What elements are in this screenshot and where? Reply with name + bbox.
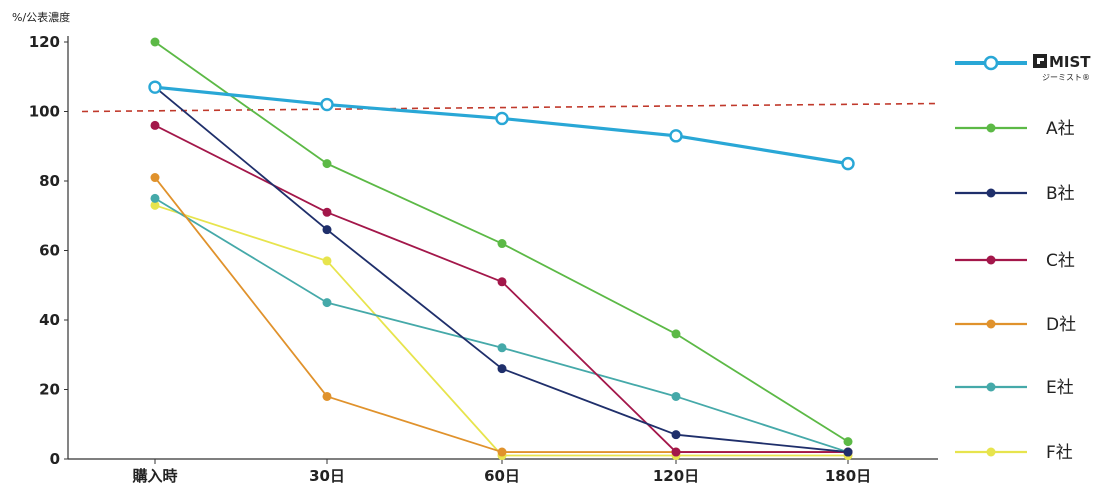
x-tick-label: 購入時: [131, 467, 177, 485]
data-point: [671, 329, 681, 339]
legend: MIST ジーミスト® A社 B社 C社 D社 E社 F社: [955, 53, 1091, 463]
data-point: [843, 447, 853, 457]
series-E社: [150, 193, 853, 457]
legend-item: B社: [955, 184, 1075, 204]
axes: 0 20 40 60 80 100 120 購入時 30日 60日 120日 180日: [29, 33, 938, 485]
legend-swatch-marker: [986, 188, 996, 198]
series-B社: [150, 82, 853, 457]
brand-sub-text: ジーミスト®: [1042, 73, 1090, 82]
y-tick-label: 60: [39, 242, 60, 260]
series-brand: [148, 80, 855, 171]
data-point: [322, 256, 332, 266]
legend-swatch-marker: [986, 319, 996, 329]
x-tick-label: 60日: [484, 467, 520, 485]
data-point: [671, 430, 681, 440]
data-point: [671, 447, 681, 457]
legend-label: E社: [1046, 378, 1074, 398]
legend-item: C社: [955, 251, 1075, 271]
legend-label: D社: [1046, 315, 1076, 335]
data-point: [150, 193, 160, 203]
series-line: [154, 86, 849, 453]
y-tick-label: 0: [50, 450, 60, 468]
y-tick-label: 120: [29, 33, 60, 51]
data-point: [495, 111, 509, 126]
data-point: [497, 447, 507, 457]
x-tick-label: 30日: [309, 467, 345, 485]
data-point: [322, 391, 332, 401]
data-point: [148, 80, 162, 94]
data-point: [497, 239, 507, 249]
series-A社: [150, 37, 853, 447]
series-line: [154, 85, 849, 166]
data-point: [150, 120, 160, 130]
legend-item: F社: [955, 443, 1073, 463]
legend-swatch-marker: [986, 255, 996, 265]
data-point: [497, 277, 507, 287]
data-point: [497, 343, 507, 353]
legend-swatch-marker: [983, 55, 999, 71]
series-group: [148, 37, 855, 461]
data-point: [671, 391, 681, 401]
data-point: [322, 298, 332, 308]
legend-item: A社: [955, 119, 1075, 139]
brand-logo-text: MIST: [1049, 53, 1091, 71]
data-point: [322, 159, 332, 169]
data-point: [669, 129, 683, 143]
data-point: [322, 225, 332, 235]
data-point: [150, 173, 160, 183]
legend-label: F社: [1046, 443, 1073, 463]
data-point: [497, 364, 507, 374]
y-tick-label: 100: [29, 103, 60, 121]
x-tick-label: 120日: [653, 467, 699, 485]
series-line: [154, 176, 848, 453]
legend-item: D社: [955, 315, 1076, 335]
data-point: [150, 200, 160, 210]
series-line: [154, 197, 849, 453]
data-point: [843, 437, 853, 447]
data-point: [150, 37, 160, 47]
y-tick-label: 80: [39, 172, 60, 190]
data-point: [322, 207, 332, 217]
data-point: [841, 156, 855, 171]
y-tick-label: 20: [39, 381, 60, 399]
legend-item: MIST ジーミスト®: [955, 53, 1091, 82]
legend-swatch-marker: [986, 382, 996, 392]
g-logo-icon-notch: [1040, 61, 1044, 64]
reference-line-group: [81, 102, 939, 113]
brand-logo: MIST ジーミスト®: [1033, 53, 1091, 82]
legend-swatch-marker: [986, 123, 996, 133]
legend-label: C社: [1046, 251, 1075, 271]
reference-line-100: [81, 102, 939, 113]
y-axis-label: %/公表濃度: [12, 10, 70, 24]
legend-item: E社: [955, 378, 1074, 398]
y-tick-label: 40: [39, 311, 60, 329]
legend-label: B社: [1046, 184, 1075, 204]
legend-label: A社: [1046, 119, 1075, 139]
series-D社: [150, 173, 853, 457]
data-point: [320, 97, 334, 112]
legend-swatch-marker: [986, 447, 996, 457]
x-tick-label: 180日: [825, 467, 871, 485]
